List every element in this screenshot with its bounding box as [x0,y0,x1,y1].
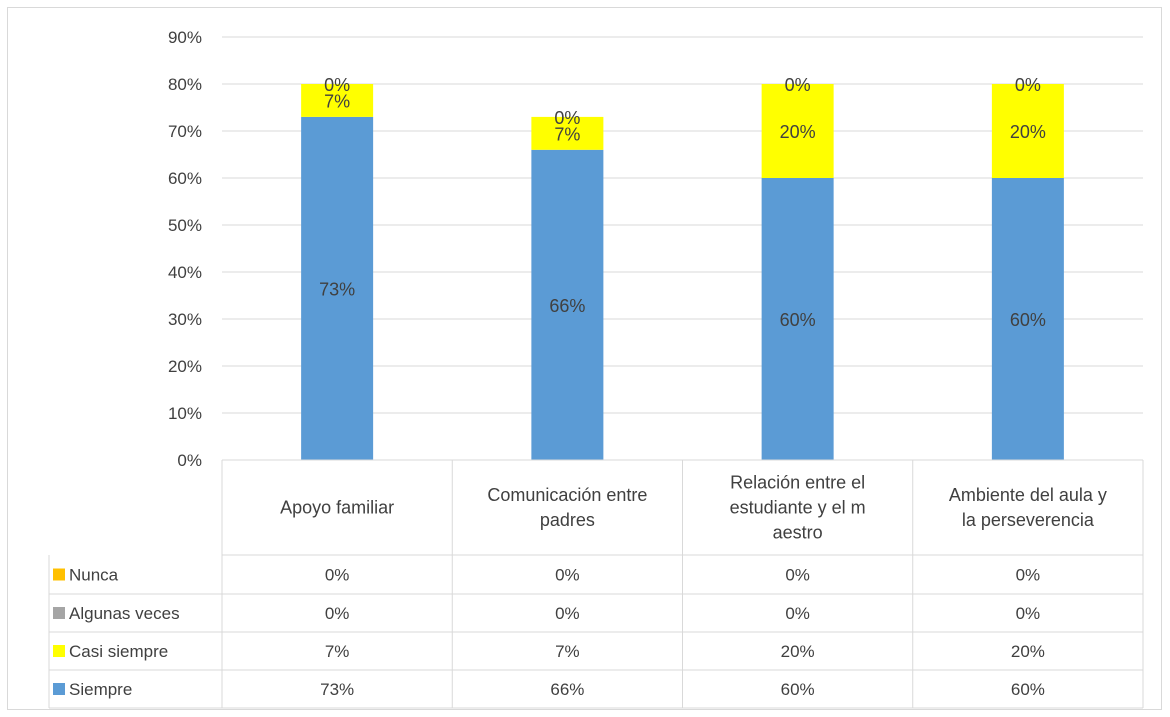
y-tick-label: 70% [168,122,202,141]
bar-segment-siempre [531,149,604,461]
table-cell: 0% [1016,604,1041,623]
y-tick-label: 0% [177,451,202,470]
table-cell: 60% [781,680,815,699]
y-tick-label: 50% [168,216,202,235]
data-label: 0% [1015,75,1041,95]
data-label: 20% [1010,122,1046,142]
category-label: Relación entre el [730,473,865,493]
table-cell: 0% [325,604,350,623]
data-label: 66% [549,296,585,316]
data-label: 0% [554,108,580,128]
bar-segment-siempre [991,178,1064,460]
y-tick-label: 40% [168,263,202,282]
y-tick-label: 10% [168,404,202,423]
legend-label: Casi siempre [69,642,168,661]
category-label: estudiante y el m [730,498,866,518]
table-cell: 0% [785,566,810,585]
bar-segment-casi-siempre [301,84,374,117]
y-tick-label: 60% [168,169,202,188]
legend-swatch [53,645,65,657]
data-label: 0% [324,75,350,95]
table-cell: 7% [325,642,350,661]
table-cell: 73% [320,680,354,699]
table-cell: 0% [785,604,810,623]
category-label: padres [540,510,595,530]
bar-segment-casi-siempre [531,116,604,150]
bar-segment-casi-siempre [991,84,1064,178]
table-cell: 20% [1011,642,1045,661]
data-label: 73% [319,279,355,299]
legend-label: Algunas veces [69,604,180,623]
table-cell: 7% [555,642,580,661]
data-label: 20% [780,122,816,142]
data-label: 60% [780,310,816,330]
legend-label: Siempre [69,680,132,699]
category-label: Comunicación entre [487,485,647,505]
data-label: 0% [785,75,811,95]
data-label: 7% [324,91,350,111]
table-cell: 0% [1016,566,1041,585]
legend-swatch [53,568,65,581]
legend-swatch [53,607,65,619]
table-cell: 60% [1011,680,1045,699]
table-cell: 20% [781,642,815,661]
y-tick-label: 20% [168,357,202,376]
chart-frame [7,7,1162,710]
data-label: 7% [554,124,580,144]
category-label: Apoyo familiar [280,498,394,518]
category-label: Ambiente del aula y [949,485,1107,505]
table-cell: 0% [555,604,580,623]
bar-segment-siempre [301,116,374,461]
y-tick-label: 30% [168,310,202,329]
bar-segment-siempre [761,178,834,460]
category-label: aestro [773,523,823,543]
table-cell: 66% [550,680,584,699]
table-cell: 0% [555,566,580,585]
legend-label: Nunca [69,566,119,585]
data-label: 60% [1010,310,1046,330]
y-tick-label: 80% [168,75,202,94]
category-label: la perseverencia [962,510,1095,530]
table-cell: 0% [325,566,350,585]
legend-swatch [53,683,65,695]
y-tick-label: 90% [168,28,202,47]
bar-segment-casi-siempre [761,84,834,178]
